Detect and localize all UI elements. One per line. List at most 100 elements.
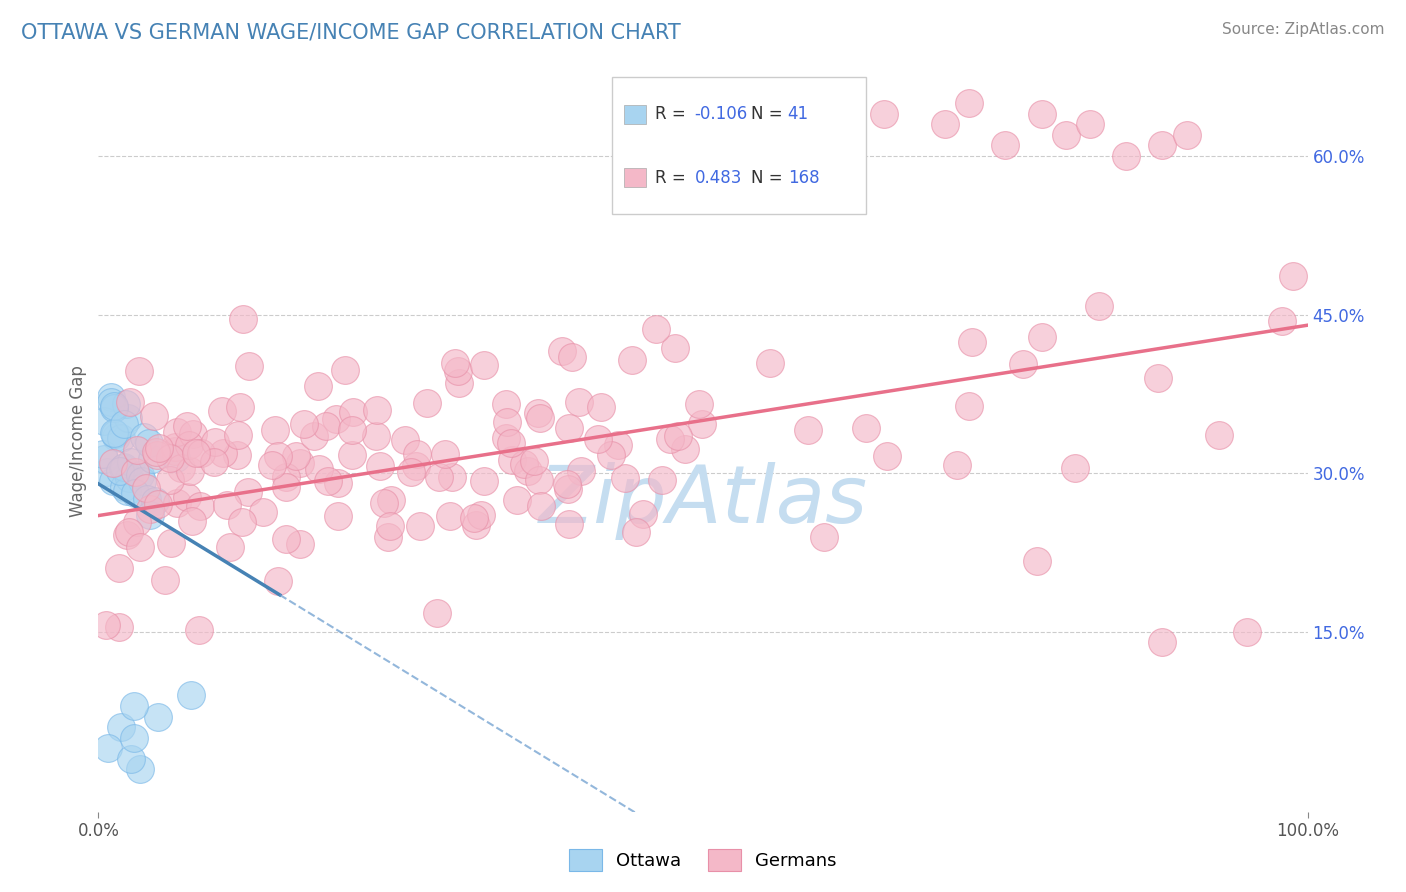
Text: Source: ZipAtlas.com: Source: ZipAtlas.com bbox=[1222, 22, 1385, 37]
Point bbox=[276, 470, 298, 484]
Point bbox=[342, 405, 364, 419]
Point bbox=[758, 356, 780, 370]
Point bbox=[526, 406, 548, 420]
Point bbox=[658, 432, 681, 446]
Point bbox=[342, 423, 364, 437]
Point bbox=[495, 397, 517, 411]
Point bbox=[238, 359, 260, 373]
Point bbox=[325, 412, 347, 426]
Point bbox=[103, 399, 125, 413]
Point bbox=[267, 574, 290, 588]
Point bbox=[146, 709, 169, 723]
Point bbox=[316, 474, 339, 488]
Point bbox=[558, 421, 581, 435]
Point bbox=[226, 448, 249, 462]
Point bbox=[179, 438, 201, 452]
Point bbox=[472, 358, 495, 372]
Point bbox=[620, 353, 643, 368]
Point bbox=[589, 400, 612, 414]
Point bbox=[117, 524, 139, 539]
Point bbox=[190, 446, 212, 460]
Point bbox=[96, 618, 118, 632]
Point bbox=[342, 448, 364, 462]
Point bbox=[101, 456, 124, 470]
Point bbox=[1031, 106, 1053, 120]
Point bbox=[101, 474, 124, 488]
Point bbox=[274, 480, 297, 494]
Point bbox=[138, 435, 160, 450]
Point bbox=[159, 473, 181, 487]
Point bbox=[231, 515, 253, 529]
Point bbox=[555, 477, 578, 491]
Point bbox=[93, 452, 115, 467]
Text: N =: N = bbox=[751, 169, 789, 186]
Point bbox=[631, 508, 654, 522]
Point bbox=[163, 440, 186, 454]
Point bbox=[876, 449, 898, 463]
Point bbox=[378, 519, 401, 533]
Point bbox=[115, 483, 138, 498]
Point bbox=[873, 106, 896, 120]
Point bbox=[568, 395, 591, 409]
Point bbox=[994, 138, 1017, 153]
Point bbox=[186, 446, 208, 460]
Point bbox=[236, 484, 259, 499]
Point bbox=[368, 459, 391, 474]
Point bbox=[307, 379, 329, 393]
Point bbox=[427, 469, 450, 483]
Point bbox=[463, 511, 485, 525]
Point bbox=[797, 423, 820, 437]
Point bbox=[495, 431, 517, 445]
Text: R =: R = bbox=[655, 105, 690, 123]
Point bbox=[586, 433, 609, 447]
Point bbox=[527, 473, 550, 487]
Point bbox=[441, 469, 464, 483]
Point bbox=[946, 458, 969, 472]
Point bbox=[523, 454, 546, 468]
Point bbox=[127, 442, 149, 457]
Point bbox=[267, 450, 290, 464]
Point bbox=[93, 414, 115, 428]
Point bbox=[557, 482, 579, 496]
Point bbox=[444, 355, 467, 369]
Point bbox=[408, 519, 430, 533]
Point bbox=[288, 537, 311, 551]
Point bbox=[1147, 371, 1170, 385]
Point bbox=[120, 752, 142, 766]
Point bbox=[146, 448, 169, 462]
Bar bbox=[624, 104, 647, 124]
Point bbox=[614, 471, 637, 485]
Point bbox=[651, 473, 673, 487]
Point bbox=[155, 573, 177, 587]
Point bbox=[558, 517, 581, 532]
Point bbox=[529, 411, 551, 425]
Point bbox=[377, 530, 399, 544]
Y-axis label: Wage/Income Gap: Wage/Income Gap bbox=[69, 366, 87, 517]
Point bbox=[211, 404, 233, 418]
Point bbox=[120, 454, 142, 468]
Point bbox=[108, 620, 131, 634]
Text: ZipAtlas: ZipAtlas bbox=[538, 462, 868, 540]
Point bbox=[439, 508, 461, 523]
Point bbox=[179, 464, 201, 478]
Point bbox=[103, 426, 125, 441]
Point bbox=[606, 438, 628, 452]
Point bbox=[692, 417, 714, 432]
Point bbox=[96, 465, 118, 479]
Point bbox=[934, 117, 956, 131]
Point bbox=[129, 540, 152, 554]
Point bbox=[183, 426, 205, 441]
Point bbox=[176, 491, 198, 505]
Point bbox=[252, 505, 274, 519]
Point bbox=[115, 528, 138, 542]
Point bbox=[530, 499, 553, 513]
Text: 168: 168 bbox=[787, 169, 820, 186]
Point bbox=[957, 96, 980, 111]
Point bbox=[103, 401, 125, 416]
Point bbox=[100, 390, 122, 404]
Point bbox=[107, 560, 129, 574]
Text: 0.483: 0.483 bbox=[695, 169, 742, 186]
Point bbox=[104, 430, 127, 444]
Point bbox=[380, 492, 402, 507]
Point bbox=[447, 376, 470, 391]
